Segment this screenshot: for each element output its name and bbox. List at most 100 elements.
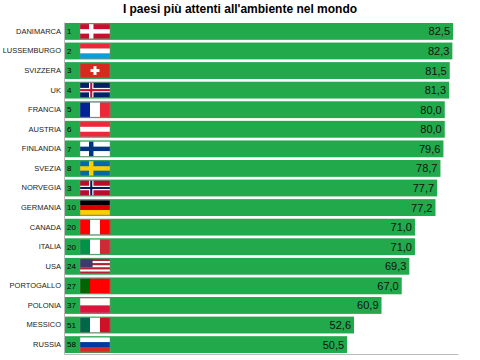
flags	[80, 24, 110, 352]
flag-part	[80, 166, 110, 170]
flag	[80, 24, 110, 39]
flag	[80, 278, 110, 293]
y-tick: DANIMARCA	[16, 27, 64, 36]
y-tick: RUSSIA	[33, 340, 64, 349]
y-tick: USA	[46, 262, 64, 271]
title: I paesi più attenti all'ambiente nel mon…	[123, 2, 357, 16]
flag-part	[80, 24, 110, 39]
flag-part	[80, 48, 110, 53]
flag-part	[80, 181, 110, 196]
bar	[64, 121, 445, 138]
flag-part	[80, 342, 110, 347]
y-tick: POLONIA	[28, 301, 64, 310]
flag-part	[80, 298, 110, 306]
y-tick-label: AUSTRIA	[28, 125, 61, 134]
flag	[80, 200, 110, 215]
y-tick: SVEZIA	[34, 164, 64, 173]
bar	[64, 43, 452, 60]
bar	[64, 219, 415, 236]
bar	[64, 199, 435, 216]
flag-border	[80, 63, 110, 78]
flag-part	[80, 239, 90, 254]
bar	[64, 101, 445, 118]
rank: 4	[67, 86, 72, 95]
flag-border	[80, 259, 110, 274]
bar	[64, 297, 382, 314]
y-tick-label: POLONIA	[28, 301, 61, 310]
flag-part	[90, 239, 100, 254]
bar	[64, 140, 443, 157]
rank: 27	[67, 282, 76, 291]
ranks: 1234567831020202427375158	[67, 27, 76, 349]
bar	[64, 62, 450, 79]
rank: 10	[67, 203, 76, 212]
flag-border	[80, 298, 110, 313]
data-label: 52,6	[330, 319, 351, 331]
flag-part	[80, 259, 93, 267]
rank: 8	[67, 164, 72, 173]
flag-part	[90, 102, 100, 117]
flag-part	[80, 305, 110, 313]
flag-part	[80, 44, 110, 49]
rank: 6	[67, 125, 72, 134]
flag-border	[80, 220, 110, 235]
data-label: 60,9	[357, 299, 378, 311]
flag-border	[80, 24, 110, 39]
flag	[80, 318, 110, 333]
flag-part	[100, 239, 110, 254]
flag-part	[100, 318, 110, 333]
flag-part	[80, 161, 110, 176]
flag-part	[80, 267, 110, 269]
y-tick: PORTOGALLO	[10, 281, 64, 290]
data-label: 79,6	[419, 143, 440, 155]
flag	[80, 102, 110, 117]
flag-part	[80, 200, 110, 205]
flag-border	[80, 278, 110, 293]
flag-border	[80, 161, 110, 176]
bar	[64, 336, 347, 353]
data-label: 80,0	[420, 104, 441, 116]
rank: 3	[67, 184, 72, 193]
flag-part	[80, 29, 110, 33]
flag-part	[80, 122, 110, 127]
bar	[64, 82, 449, 99]
y-tick-label: USA	[46, 262, 61, 271]
flag	[80, 141, 110, 156]
bar	[64, 258, 409, 275]
flag-border	[80, 83, 110, 98]
y-tick-label: NORVEGIA	[22, 183, 61, 192]
data-label: 81,5	[425, 65, 446, 77]
chart: I paesi più attenti all'ambiente nel mon…	[0, 0, 480, 360]
flag-border	[80, 318, 110, 333]
data-label: 77,2	[411, 202, 432, 214]
y-tick: NORVEGIA	[22, 183, 64, 192]
flag-part	[80, 147, 110, 151]
flag	[80, 83, 110, 98]
flag	[80, 220, 110, 235]
y-tick-label: PORTOGALLO	[10, 281, 62, 290]
flag-part	[80, 132, 110, 137]
rank: 5	[67, 105, 72, 114]
bar	[64, 160, 440, 177]
flag-part	[80, 102, 90, 117]
flag-part	[100, 278, 110, 293]
rank: 3	[67, 66, 72, 75]
flag	[80, 181, 110, 196]
flag-part	[80, 53, 110, 58]
y-axis-line	[64, 23, 65, 355]
flag-part	[80, 88, 110, 92]
data-label: 77,7	[413, 182, 434, 194]
flag-part	[80, 269, 110, 271]
y-tick-label: FRANCIA	[28, 105, 61, 114]
y-tick-label: SVEZIA	[34, 164, 61, 173]
flag	[80, 259, 110, 274]
flag	[80, 337, 110, 352]
data-label: 67,0	[377, 280, 398, 292]
y-tick: CANADA	[30, 223, 64, 232]
y-tick-label: MESSICO	[26, 320, 61, 329]
flag-part	[91, 69, 100, 72]
y-tick: UK	[51, 86, 64, 95]
y-tick-label: CANADA	[30, 223, 61, 232]
flag	[80, 63, 110, 78]
y-tick: FRANCIA	[28, 105, 64, 114]
